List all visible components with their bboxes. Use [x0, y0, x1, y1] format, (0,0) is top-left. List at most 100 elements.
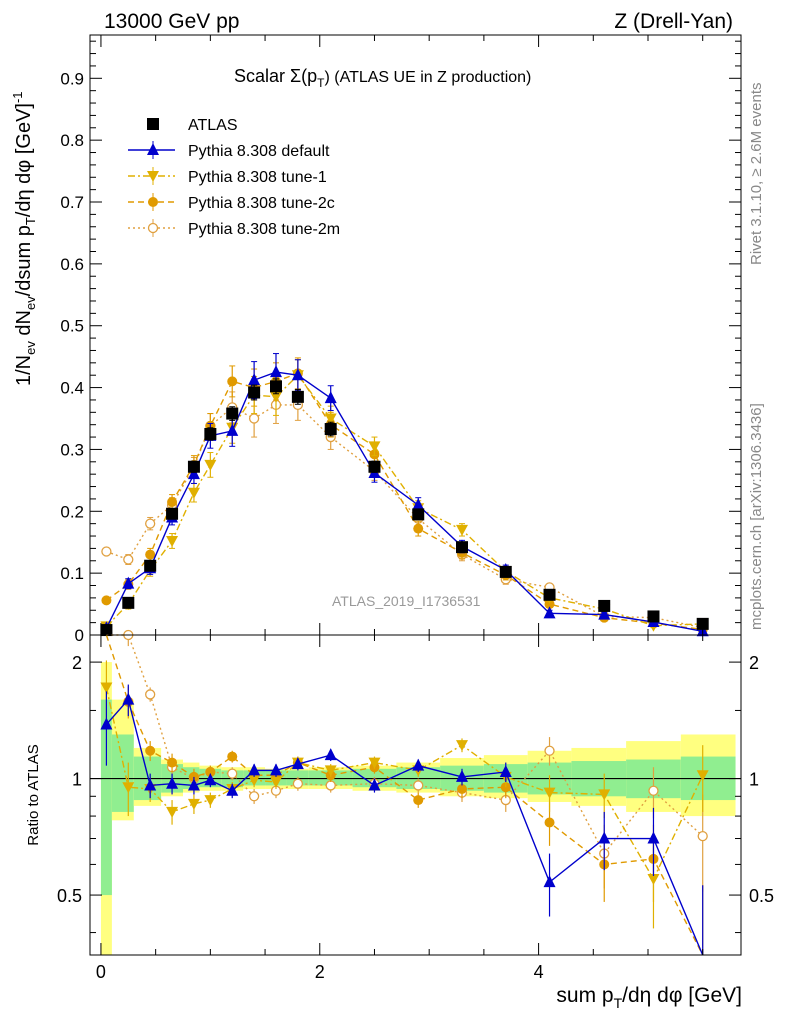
data-point — [456, 524, 468, 536]
ratio-frame — [89, 634, 742, 956]
ratio-point — [544, 745, 555, 756]
ratio-line — [105, 698, 704, 956]
ratio-point — [598, 831, 611, 844]
data-point — [598, 599, 611, 612]
ratio-point — [325, 780, 336, 791]
data-point — [368, 441, 381, 453]
x-tick-label: 2 — [315, 962, 325, 982]
data-point — [543, 606, 556, 619]
ratio-point — [227, 751, 238, 762]
data-point — [598, 607, 611, 620]
ratio-point — [696, 770, 709, 782]
data-point — [291, 368, 304, 381]
x-tick-label: 0 — [96, 962, 106, 982]
ratio-point — [167, 757, 178, 768]
ratio-y-tick-label: 1 — [72, 770, 82, 790]
ratio-point — [543, 875, 556, 888]
legend: ATLAS Pythia 8.308 default Pythia 8.308 tu… — [128, 117, 340, 238]
ratio-point — [204, 773, 217, 786]
legend-marker — [147, 143, 159, 155]
ratio-point — [100, 682, 113, 694]
data-point — [544, 599, 555, 610]
ratio-point — [456, 769, 468, 782]
y-tick-label: 0.9 — [60, 69, 84, 88]
data-point — [291, 390, 304, 403]
data-point — [101, 595, 112, 606]
ylabel-b: dN — [13, 310, 35, 341]
header-right: Z (Drell-Yan) — [614, 10, 733, 33]
ratio-point — [457, 783, 467, 794]
ratio-point — [413, 780, 424, 791]
band-inner — [111, 734, 134, 812]
data-point — [187, 460, 200, 473]
ratio-point — [205, 766, 216, 777]
ratio-point — [412, 758, 425, 771]
data-point — [227, 376, 238, 387]
data-point — [204, 427, 217, 440]
ratio-point — [187, 778, 200, 791]
data-point — [167, 497, 178, 508]
ratio-point — [248, 775, 261, 787]
legend-label: Pythia 8.308 default — [188, 143, 330, 160]
ratio-point — [324, 765, 337, 777]
ratio-point — [456, 740, 468, 752]
data-point — [187, 487, 200, 499]
title-sub: T — [317, 76, 325, 90]
data-point — [412, 508, 425, 521]
ratio-point — [270, 763, 282, 776]
ratio-point — [204, 795, 217, 807]
x-axis-label: sum pT/dη dφ [GeV] — [556, 984, 742, 1011]
ratio-point — [368, 778, 381, 791]
data-point — [166, 535, 179, 547]
data-point — [324, 413, 337, 425]
y-tick-label: 0.4 — [60, 379, 84, 398]
ratio-y-tick-label-right: 0.5 — [749, 886, 774, 906]
legend-label: ATLAS — [188, 117, 238, 134]
ratio-point — [100, 717, 113, 730]
series-2 — [100, 359, 709, 633]
y-tick-label: 0.5 — [60, 317, 84, 336]
legend-marker — [147, 118, 159, 130]
ratio-point — [648, 785, 659, 796]
ratio-point — [145, 689, 156, 700]
watermark: ATLAS_2019_I1736531 — [332, 593, 481, 609]
legend-label: Pythia 8.308 tune-1 — [188, 169, 327, 186]
series-line — [105, 372, 703, 631]
data-point — [187, 467, 200, 480]
ratio-point — [122, 692, 135, 705]
data-point — [270, 391, 282, 403]
ylabel-s1: ev — [23, 341, 38, 355]
legend-marker — [147, 222, 159, 234]
series-line — [105, 374, 703, 627]
legend-marker — [148, 197, 158, 207]
main-y-label: 1/Nev dNev/dsum pT/dη dφ [GeV]-1 — [10, 91, 38, 386]
ratio-point — [122, 782, 135, 794]
ratio-y-tick-label-right: 1 — [749, 770, 759, 790]
data-point — [499, 565, 512, 578]
band-inner — [100, 699, 112, 896]
ratio-point — [598, 789, 611, 801]
y-tick-label: 0.3 — [60, 440, 84, 459]
rivet-label: Rivet 3.1.10, ≥ 2.6M events — [748, 83, 765, 266]
data-point — [145, 518, 156, 529]
ratio-point — [144, 778, 157, 791]
ratio-point — [544, 817, 555, 828]
ratio-line — [106, 634, 704, 855]
legend-marker — [147, 171, 159, 182]
y-tick-label: 0.6 — [60, 255, 84, 274]
ratio-point — [697, 830, 708, 842]
data-point — [248, 413, 260, 424]
series-0 — [100, 378, 709, 637]
y-tick-label: 0.8 — [60, 131, 84, 150]
ylabel-sup: -1 — [10, 91, 25, 103]
data-point — [226, 407, 239, 420]
ratio-point — [270, 776, 282, 788]
data-point — [324, 423, 337, 436]
data-point — [412, 498, 425, 511]
main-panel: 00.10.20.30.40.50.60.70.80.9 Scalar Σ(pT… — [10, 34, 742, 645]
data-point — [144, 559, 157, 572]
ratio-point — [248, 791, 260, 802]
ylabel-d: /dη dφ [GeV] — [13, 103, 35, 217]
ratio-point — [226, 783, 239, 796]
